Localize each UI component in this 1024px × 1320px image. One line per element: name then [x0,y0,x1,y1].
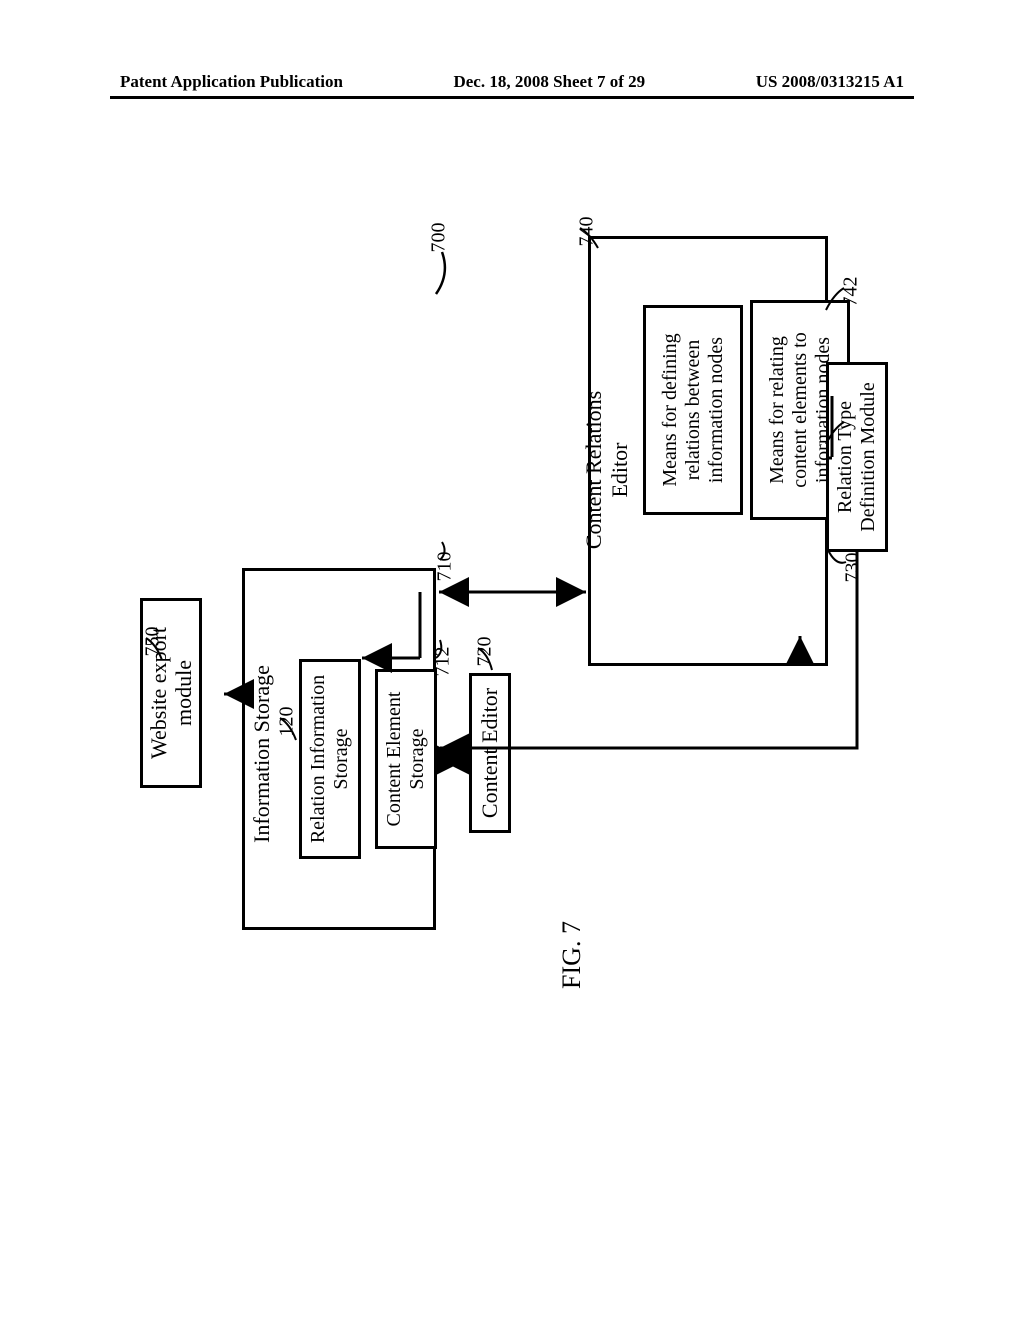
content-relations-editor-ref: 740 [576,217,599,247]
content-element-storage-ref: 712 [432,647,455,677]
content-editor-ref: 720 [474,637,497,667]
relation-info-storage: Relation Information Storage [299,659,361,859]
header-right: US 2008/0313215 A1 [756,72,904,92]
header-center: Dec. 18, 2008 Sheet 7 of 29 [453,72,645,92]
system-ref: 700 [428,223,451,253]
content-relations-editor-label: Content Relations Editor [581,391,633,549]
website-export-ref: 750 [142,627,165,657]
figure-label: FIG. 7 [557,921,587,989]
relation-type-def-ref: 730 [842,553,865,583]
header-left: Patent Application Publication [120,72,343,92]
relation-info-storage-label: Relation Information Storage [307,675,353,843]
header-divider [110,96,914,99]
content-editor-label: Content Editor [477,688,502,818]
diagram-area: 700 Website export module 750 Informatio… [120,200,904,1100]
relation-type-definition: Relation Type Definition Module [826,362,888,552]
means-defining-relations: Means for defining relations between inf… [643,305,743,515]
relation-type-def-label: Relation Type Definition Module [834,382,880,531]
information-storage-ref: 710 [434,552,457,582]
means-relating-label: Means for relating content elements to i… [766,332,835,488]
content-editor: Content Editor [469,673,511,833]
content-element-storage-label: Content Element Storage [383,692,429,827]
relation-info-storage-ref: 120 [276,707,299,737]
content-element-storage: Content Element Storage [375,669,437,849]
information-storage-label: Information Storage [249,665,275,843]
means-defining-label: Means for defining relations between inf… [659,333,728,486]
page-header: Patent Application Publication Dec. 18, … [0,72,1024,92]
